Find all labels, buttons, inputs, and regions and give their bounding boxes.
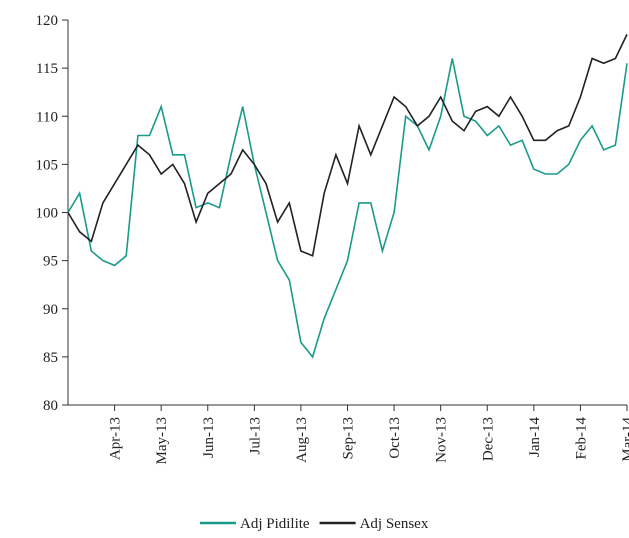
y-tick-label: 85 (43, 350, 58, 366)
y-tick-label: 105 (36, 157, 59, 173)
y-tick-label: 115 (36, 61, 58, 77)
y-tick-label: 95 (43, 254, 58, 270)
x-tick-label: Nov-13 (434, 417, 450, 463)
x-tick-label: May-13 (154, 417, 170, 465)
x-tick-label: Oct-13 (387, 417, 403, 459)
series-line (67, 34, 628, 257)
y-tick-label: 100 (36, 206, 59, 222)
x-tick-label: Jul-13 (247, 417, 263, 455)
legend-label: Adj Pidilite (240, 516, 310, 532)
x-tick-label: Dec-13 (480, 417, 496, 461)
series-line (67, 58, 628, 359)
x-tick-label: Jan-14 (527, 417, 543, 457)
legend-label: Adj Sensex (360, 516, 429, 532)
x-tick-label: Sep-13 (341, 417, 357, 460)
x-tick-label: Jun-13 (201, 417, 217, 458)
y-tick-label: 120 (36, 13, 59, 29)
y-tick-label: 110 (36, 109, 58, 125)
x-tick-label: Feb-14 (573, 417, 589, 460)
y-tick-label: 80 (43, 398, 58, 414)
x-tick-label: Mar-14 (620, 417, 629, 462)
x-tick-label: Apr-13 (108, 417, 124, 460)
x-tick-label: Aug-13 (294, 417, 310, 463)
y-tick-label: 90 (43, 302, 58, 318)
